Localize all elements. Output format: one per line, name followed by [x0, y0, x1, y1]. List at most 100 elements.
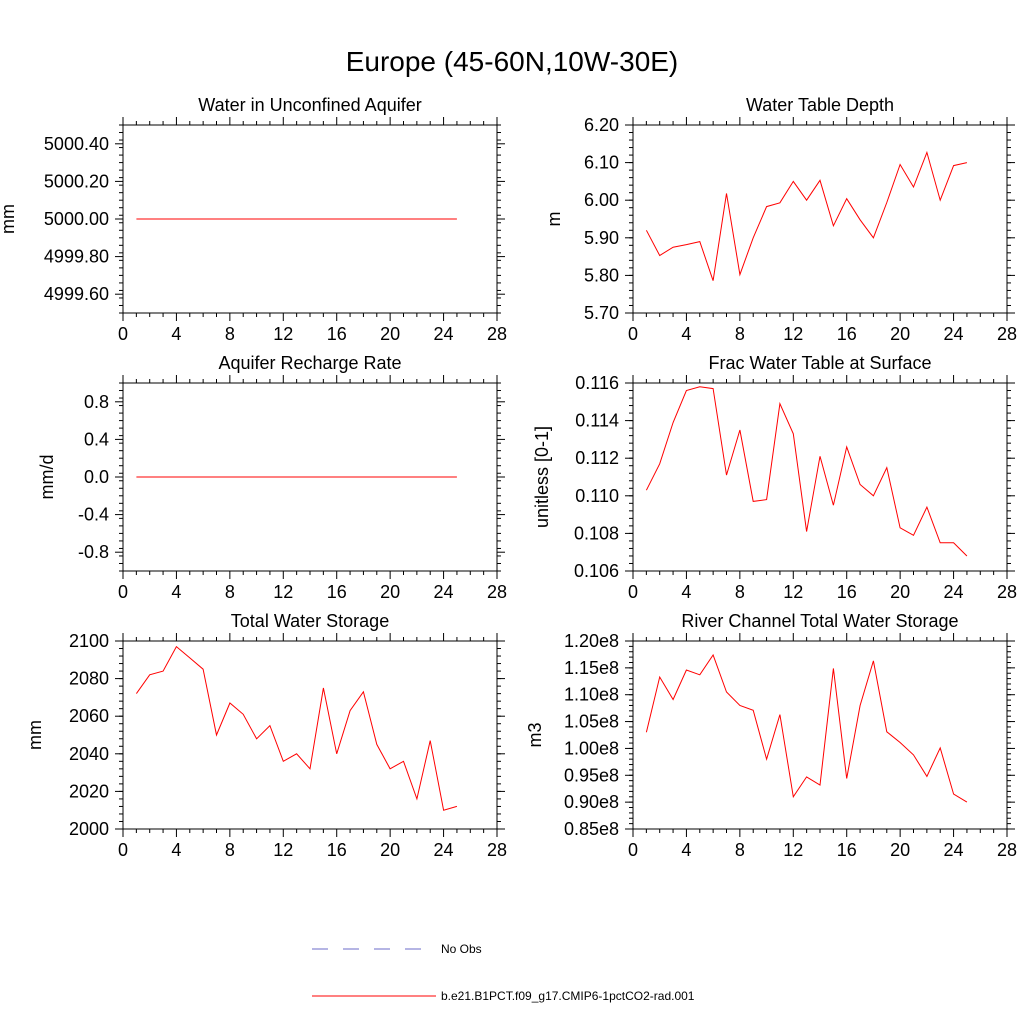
x-tick-label: 20 — [380, 582, 400, 602]
panel-2: Water Table Depth m 0 4 8 12 16 20 24 28 5.70 5.80 5… — [544, 95, 1017, 344]
x-tick-label: 28 — [487, 582, 507, 602]
x-tick-label: 0 — [118, 840, 128, 860]
x-tick-label: 4 — [681, 840, 691, 860]
x-tick-label: 20 — [890, 840, 910, 860]
x-tick-label: 24 — [944, 840, 964, 860]
x-tick-label: 24 — [434, 324, 454, 344]
x-tick-label: 0 — [628, 582, 638, 602]
y-tick-label: -0.8 — [78, 542, 109, 562]
y-tick-label: 2100 — [69, 631, 109, 651]
y-tick-label: 0.95e8 — [564, 765, 619, 785]
panel-title: Total Water Storage — [231, 611, 389, 631]
x-tick-label: 4 — [171, 582, 181, 602]
x-tick-label: 4 — [171, 324, 181, 344]
panel-title: Water in Unconfined Aquifer — [198, 95, 421, 115]
x-tick-label: 0 — [118, 324, 128, 344]
x-tick-label: 16 — [327, 324, 347, 344]
plot-frame — [632, 640, 1008, 830]
x-tick-label: 16 — [837, 582, 857, 602]
y-tick-label: 1.20e8 — [564, 631, 619, 651]
x-tick-label: 12 — [783, 840, 803, 860]
x-tick-label: 8 — [735, 582, 745, 602]
x-tick-label: 20 — [890, 324, 910, 344]
x-tick-label: 0 — [118, 582, 128, 602]
x-tick-label: 0 — [628, 324, 638, 344]
panel-title: Aquifer Recharge Rate — [218, 353, 401, 373]
y-tick-label: 0.108 — [574, 523, 619, 543]
x-tick-label: 16 — [327, 582, 347, 602]
series-line — [645, 150, 968, 281]
y-tick-label: 0.114 — [575, 411, 619, 431]
y-tick-label: 0.8 — [84, 392, 109, 412]
y-tick-label: 5000.00 — [44, 209, 109, 229]
panel-6: River Channel Total Water Storage m3 0 4 8 12… — [525, 611, 1017, 860]
panel-1: Water in Unconfined Aquifer mm 0 4 8 12 16 20 24… — [0, 95, 507, 344]
x-tick-label: 12 — [273, 582, 293, 602]
x-tick-label: 12 — [783, 324, 803, 344]
x-tick-label: 0 — [628, 840, 638, 860]
y-tick-label: 2040 — [69, 744, 109, 764]
x-tick-label: 24 — [434, 582, 454, 602]
y-tick-label: 0.110 — [575, 486, 619, 506]
y-tick-label: 1.15e8 — [564, 658, 619, 678]
x-tick-label: 4 — [681, 582, 691, 602]
y-tick-label: 6.10 — [584, 153, 619, 173]
x-tick-label: 16 — [837, 324, 857, 344]
x-tick-label: 20 — [380, 840, 400, 860]
y-tick-label: 0.85e8 — [564, 819, 619, 839]
figure-title: Europe (45-60N,10W-30E) — [345, 46, 679, 77]
y-tick-label: 0.112 — [575, 448, 619, 468]
x-tick-label: 28 — [997, 840, 1017, 860]
y-tick-label: 5.70 — [584, 303, 619, 323]
y-tick-label: 0.4 — [84, 429, 109, 449]
y-tick-label: 6.20 — [584, 115, 619, 135]
x-tick-label: 28 — [997, 324, 1017, 344]
plot-frame — [122, 640, 498, 830]
x-tick-label: 8 — [225, 840, 235, 860]
x-tick-label: 4 — [171, 840, 181, 860]
x-tick-label: 4 — [681, 324, 691, 344]
y-tick-label: 4999.60 — [44, 284, 109, 304]
panel-title: River Channel Total Water Storage — [681, 611, 958, 631]
x-tick-label: 12 — [273, 840, 293, 860]
y-axis-label: unitless [0-1] — [532, 426, 552, 528]
y-axis-label: m — [544, 212, 564, 227]
y-axis-label: mm — [25, 720, 45, 750]
x-tick-label: 24 — [434, 840, 454, 860]
y-tick-label: 0.116 — [575, 373, 619, 393]
series-line — [135, 645, 458, 811]
y-tick-label: 1.00e8 — [564, 738, 619, 758]
x-tick-label: 12 — [273, 324, 293, 344]
x-tick-label: 8 — [735, 840, 745, 860]
plot-frame — [632, 124, 1008, 314]
x-tick-label: 8 — [225, 582, 235, 602]
y-axis-label: mm/d — [37, 455, 57, 500]
y-axis-label: m3 — [525, 722, 545, 747]
y-tick-label: 1.10e8 — [564, 685, 619, 705]
x-tick-label: 28 — [487, 324, 507, 344]
y-tick-label: 2080 — [69, 669, 109, 689]
y-tick-label: 1.05e8 — [564, 712, 619, 732]
y-tick-label: 0.106 — [574, 561, 619, 581]
x-tick-label: 20 — [890, 582, 910, 602]
panel-title: Water Table Depth — [746, 95, 894, 115]
y-tick-label: 0.0 — [84, 467, 109, 487]
y-tick-label: 2000 — [69, 819, 109, 839]
x-tick-label: 8 — [735, 324, 745, 344]
x-tick-label: 28 — [487, 840, 507, 860]
panel-3: Aquifer Recharge Rate mm/d 0 4 8 12 16 20 24 28 -0… — [37, 353, 507, 602]
series-line — [645, 653, 968, 803]
y-tick-label: 2020 — [69, 781, 109, 801]
panel-title: Frac Water Table at Surface — [708, 353, 931, 373]
x-tick-label: 20 — [380, 324, 400, 344]
x-tick-label: 24 — [944, 324, 964, 344]
y-tick-label: 5000.20 — [44, 171, 109, 191]
x-tick-label: 8 — [225, 324, 235, 344]
x-tick-label: 24 — [944, 582, 964, 602]
y-tick-label: 5000.40 — [44, 134, 109, 154]
panel-4: Frac Water Table at Surface unitless [0-1… — [532, 353, 1017, 602]
y-tick-label: 4999.80 — [44, 247, 109, 267]
series-line — [645, 386, 968, 557]
x-tick-label: 16 — [327, 840, 347, 860]
